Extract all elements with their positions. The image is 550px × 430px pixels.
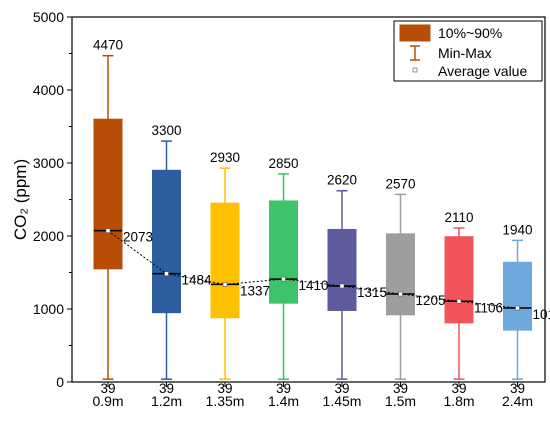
legend-label-box: 10%~90% — [438, 25, 502, 41]
legend-label-average: Average value — [438, 63, 527, 79]
x-tick-label: 0.9m — [92, 393, 123, 409]
box-10-90 — [444, 236, 474, 324]
axes-layer: 0 1000 2000 3000 4000 5000 0.9m 1.2m 1.35m 1.4m 1.… — [11, 9, 546, 409]
box-10-90 — [503, 261, 532, 331]
min-value-label: 39 — [100, 381, 115, 396]
average-marker — [398, 291, 403, 297]
max-value-label: 4470 — [93, 38, 123, 53]
average-value-label: 2073 — [123, 230, 153, 245]
x-tick-label: 2.4m — [502, 393, 533, 409]
x-tick-label: 1.45m — [323, 393, 362, 409]
legend-swatch-average — [412, 67, 418, 73]
max-value-label: 2620 — [327, 173, 357, 188]
average-marker — [456, 298, 462, 304]
box-10-90 — [386, 233, 415, 316]
y-tick-label: 3000 — [33, 155, 64, 171]
x-tick-label: 1.8m — [443, 393, 474, 409]
average-trend-line — [107, 230, 518, 309]
box-group-1.45m — [327, 189, 357, 380]
x-tick-label: 1.2m — [151, 393, 182, 409]
box-group-1.35m — [210, 167, 240, 380]
box-10-90 — [152, 169, 181, 314]
average-value-label: 1106 — [474, 300, 503, 315]
y-axis-label: CO₂ (ppm) — [11, 159, 30, 240]
box-10-90 — [93, 118, 123, 270]
labels-layer: 4470 39 2073 3300 39 1484 2930 39 1337 2850 39 1410… — [93, 38, 550, 396]
boxes-layer — [93, 54, 532, 380]
average-marker — [515, 305, 520, 311]
max-value-label: 2110 — [444, 210, 473, 225]
box-group-1.2m — [152, 140, 181, 380]
average-value-label: 1315 — [357, 285, 387, 300]
min-value-label: 39 — [451, 381, 466, 396]
max-value-label: 2570 — [385, 176, 415, 191]
average-value-label: 1337 — [240, 283, 270, 298]
x-tick-label: 1.4m — [268, 393, 299, 409]
average-marker — [281, 276, 286, 282]
legend-swatch-box — [399, 24, 431, 42]
max-value-label: 3300 — [151, 123, 181, 138]
max-value-label: 2930 — [210, 150, 240, 165]
trend-layer — [105, 228, 520, 311]
box-10-90 — [210, 202, 240, 319]
legend-label-minmax: Min-Max — [438, 45, 492, 61]
average-marker — [164, 271, 169, 276]
min-value-label: 39 — [276, 381, 291, 396]
min-value-label: 39 — [217, 381, 232, 396]
box-group-0.9m — [93, 54, 123, 380]
min-value-label: 39 — [393, 381, 408, 396]
box-10-90 — [327, 228, 357, 311]
min-value-label: 39 — [334, 381, 349, 396]
average-marker — [105, 228, 111, 233]
y-tick-label: 2000 — [33, 228, 64, 244]
max-value-label: 2850 — [268, 156, 298, 171]
average-value-label: 1410 — [299, 278, 329, 293]
min-value-label: 39 — [510, 381, 525, 396]
average-value-label: 1205 — [416, 293, 446, 308]
x-tick-label: 1.5m — [385, 393, 416, 409]
box-10-90 — [269, 200, 298, 304]
box-group-1.5m — [386, 193, 415, 380]
box-group-1.4m — [269, 173, 298, 380]
max-value-label: 1940 — [502, 222, 532, 237]
x-tick-label: 1.35m — [206, 393, 245, 409]
average-value-label: 1013 — [533, 307, 550, 322]
average-value-label: 1484 — [182, 273, 213, 288]
average-marker — [339, 283, 345, 289]
y-tick-label: 5000 — [33, 9, 64, 25]
min-value-label: 39 — [159, 381, 174, 396]
legend: 10%~90% Min-Max Average value — [393, 20, 543, 82]
y-tick-label: 4000 — [33, 82, 64, 98]
average-marker — [222, 282, 228, 287]
y-tick-label: 1000 — [33, 301, 64, 317]
y-tick-label: 0 — [56, 374, 64, 390]
